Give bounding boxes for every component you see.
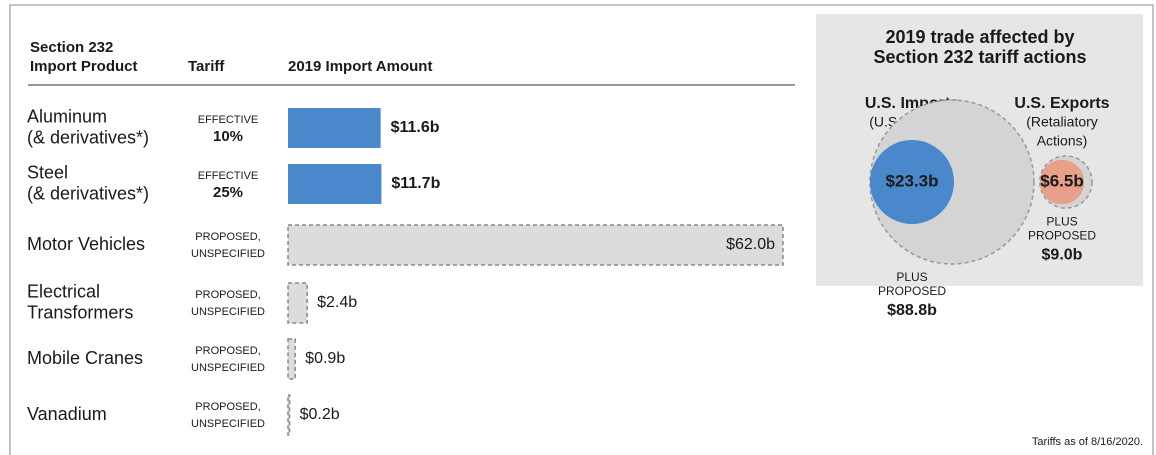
actual-value: $6.5b	[1040, 171, 1083, 190]
category-label: Mobile Cranes	[27, 348, 143, 368]
summary-title: 2019 trade affected by	[885, 27, 1074, 47]
actual-value: $23.3b	[886, 171, 939, 190]
category-label: Steel	[27, 162, 68, 182]
tariff-label: PROPOSED,	[195, 345, 260, 357]
category-label: (& derivatives*)	[27, 127, 149, 147]
tariff-label: PROPOSED,	[195, 401, 260, 413]
tariff-label: 10%	[213, 128, 243, 145]
column-header: Import Product	[30, 58, 138, 75]
summary-title: Section 232 tariff actions	[873, 47, 1086, 67]
column-subtitle: Actions)	[1037, 133, 1088, 149]
plus-label: PROPOSED	[1028, 228, 1096, 242]
column-name: U.S. Exports	[1014, 95, 1109, 112]
tariff-label: 25%	[213, 184, 243, 201]
category-label: Transformers	[27, 302, 133, 322]
tariff-label: UNSPECIFIED	[191, 306, 265, 318]
bar	[288, 108, 381, 148]
category-label: Electrical	[27, 281, 100, 301]
category-label: Aluminum	[27, 106, 107, 126]
footnote: Tariffs as of 8/16/2020.	[1032, 436, 1143, 448]
tariff-label: EFFECTIVE	[198, 170, 259, 182]
plus-label: PLUS	[896, 270, 927, 284]
value-label: $62.0b	[726, 236, 775, 253]
tariff-label: EFFECTIVE	[198, 114, 259, 126]
tariff-label: PROPOSED,	[195, 231, 260, 243]
tariff-label: UNSPECIFIED	[191, 248, 265, 260]
value-label: $0.2b	[300, 406, 340, 423]
proposed-value: $9.0b	[1042, 246, 1083, 263]
tariff-label: UNSPECIFIED	[191, 418, 265, 430]
proposed-value: $88.8b	[887, 302, 937, 319]
category-label: Vanadium	[27, 404, 107, 424]
frame	[9, 4, 1154, 455]
value-label: $11.6b	[391, 119, 440, 136]
bar	[287, 282, 308, 324]
tariff-label: PROPOSED,	[195, 289, 260, 301]
column-header: Section 232	[30, 39, 113, 56]
bar	[287, 394, 291, 436]
value-label: $11.7b	[391, 175, 440, 192]
value-label: $0.9b	[305, 350, 345, 367]
plus-label: PROPOSED	[878, 284, 946, 298]
bar	[287, 224, 784, 266]
bar	[287, 338, 296, 380]
value-label: $2.4b	[317, 294, 357, 311]
actual-circle	[1039, 159, 1085, 205]
category-label: (& derivatives*)	[27, 183, 149, 203]
tariff-label: UNSPECIFIED	[191, 362, 265, 374]
actual-circle	[870, 140, 954, 224]
column-subtitle: (Retaliatory	[1026, 114, 1098, 130]
category-label: Motor Vehicles	[27, 234, 145, 254]
plus-label: PLUS	[1046, 214, 1077, 228]
column-header: 2019 Import Amount	[288, 58, 432, 75]
column-header: Tariff	[188, 58, 225, 75]
bar	[288, 164, 382, 204]
